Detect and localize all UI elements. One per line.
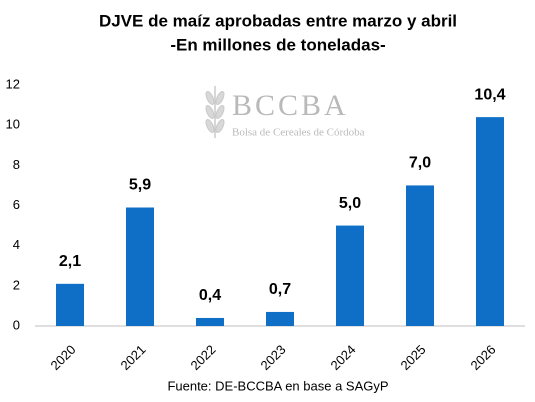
y-tick-label: 8 <box>13 157 20 172</box>
value-label: 0,7 <box>269 281 291 298</box>
x-tick-label: 2026 <box>467 342 498 373</box>
value-label: 2,1 <box>59 253 81 270</box>
bar <box>476 117 504 326</box>
watermark-logo: BCCBA <box>232 89 349 122</box>
y-tick-label: 0 <box>13 317 20 332</box>
bar <box>56 283 84 326</box>
value-label: 5,0 <box>339 195 361 212</box>
bar <box>266 311 294 326</box>
x-tick-label: 2023 <box>257 342 288 373</box>
y-tick-label: 10 <box>6 117 20 132</box>
bar <box>406 185 434 326</box>
value-label: 5,9 <box>129 177 151 194</box>
y-tick-label: 4 <box>13 237 20 252</box>
watermark-name: Bolsa de Cereales de Córdoba <box>232 127 365 139</box>
bar <box>126 207 154 326</box>
value-label: 7,0 <box>409 155 431 172</box>
chart-subtitle: -En millones de toneladas- <box>170 35 385 54</box>
y-tick-label: 2 <box>13 277 20 292</box>
bar <box>336 225 364 326</box>
y-tick-label: 6 <box>13 197 20 212</box>
source: Fuente: DE-BCCBA en base a SAGyP <box>167 378 388 393</box>
x-tick-label: 2022 <box>187 342 218 373</box>
x-tick-label: 2021 <box>117 342 148 373</box>
value-label: 10,4 <box>474 86 505 103</box>
y-tick-label: 12 <box>6 76 20 91</box>
wheat-icon <box>205 86 225 138</box>
x-tick-label: 2025 <box>397 342 428 373</box>
bar <box>196 317 224 326</box>
chart-title: DJVE de maíz aprobadas entre marzo y abr… <box>99 11 457 30</box>
value-label: 0,4 <box>199 287 221 304</box>
x-tick-label: 2020 <box>47 342 78 373</box>
x-tick-label: 2024 <box>327 342 358 373</box>
watermark: BCCBA Bolsa de Cereales de Córdoba <box>205 86 365 139</box>
